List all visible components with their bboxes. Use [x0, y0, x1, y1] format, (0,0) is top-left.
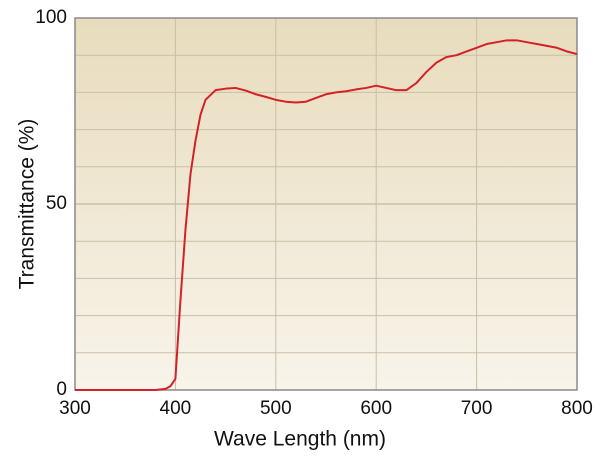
x-tick-label: 400 [160, 398, 192, 419]
y-tick-label: 0 [56, 379, 67, 400]
x-tick-label: 300 [59, 398, 91, 419]
plot-border [74, 17, 578, 391]
x-tick-label: 500 [260, 398, 292, 419]
x-tick-label: 600 [360, 398, 392, 419]
x-tick-label: 700 [461, 398, 493, 419]
y-tick-label: 100 [35, 7, 67, 28]
x-tick-label: 800 [561, 398, 593, 419]
y-axis-title: Transmittance (%) [16, 119, 39, 290]
x-axis-title: Wave Length (nm) [214, 428, 386, 451]
data-line [75, 39, 578, 391]
y-tick-label: 50 [46, 193, 67, 214]
